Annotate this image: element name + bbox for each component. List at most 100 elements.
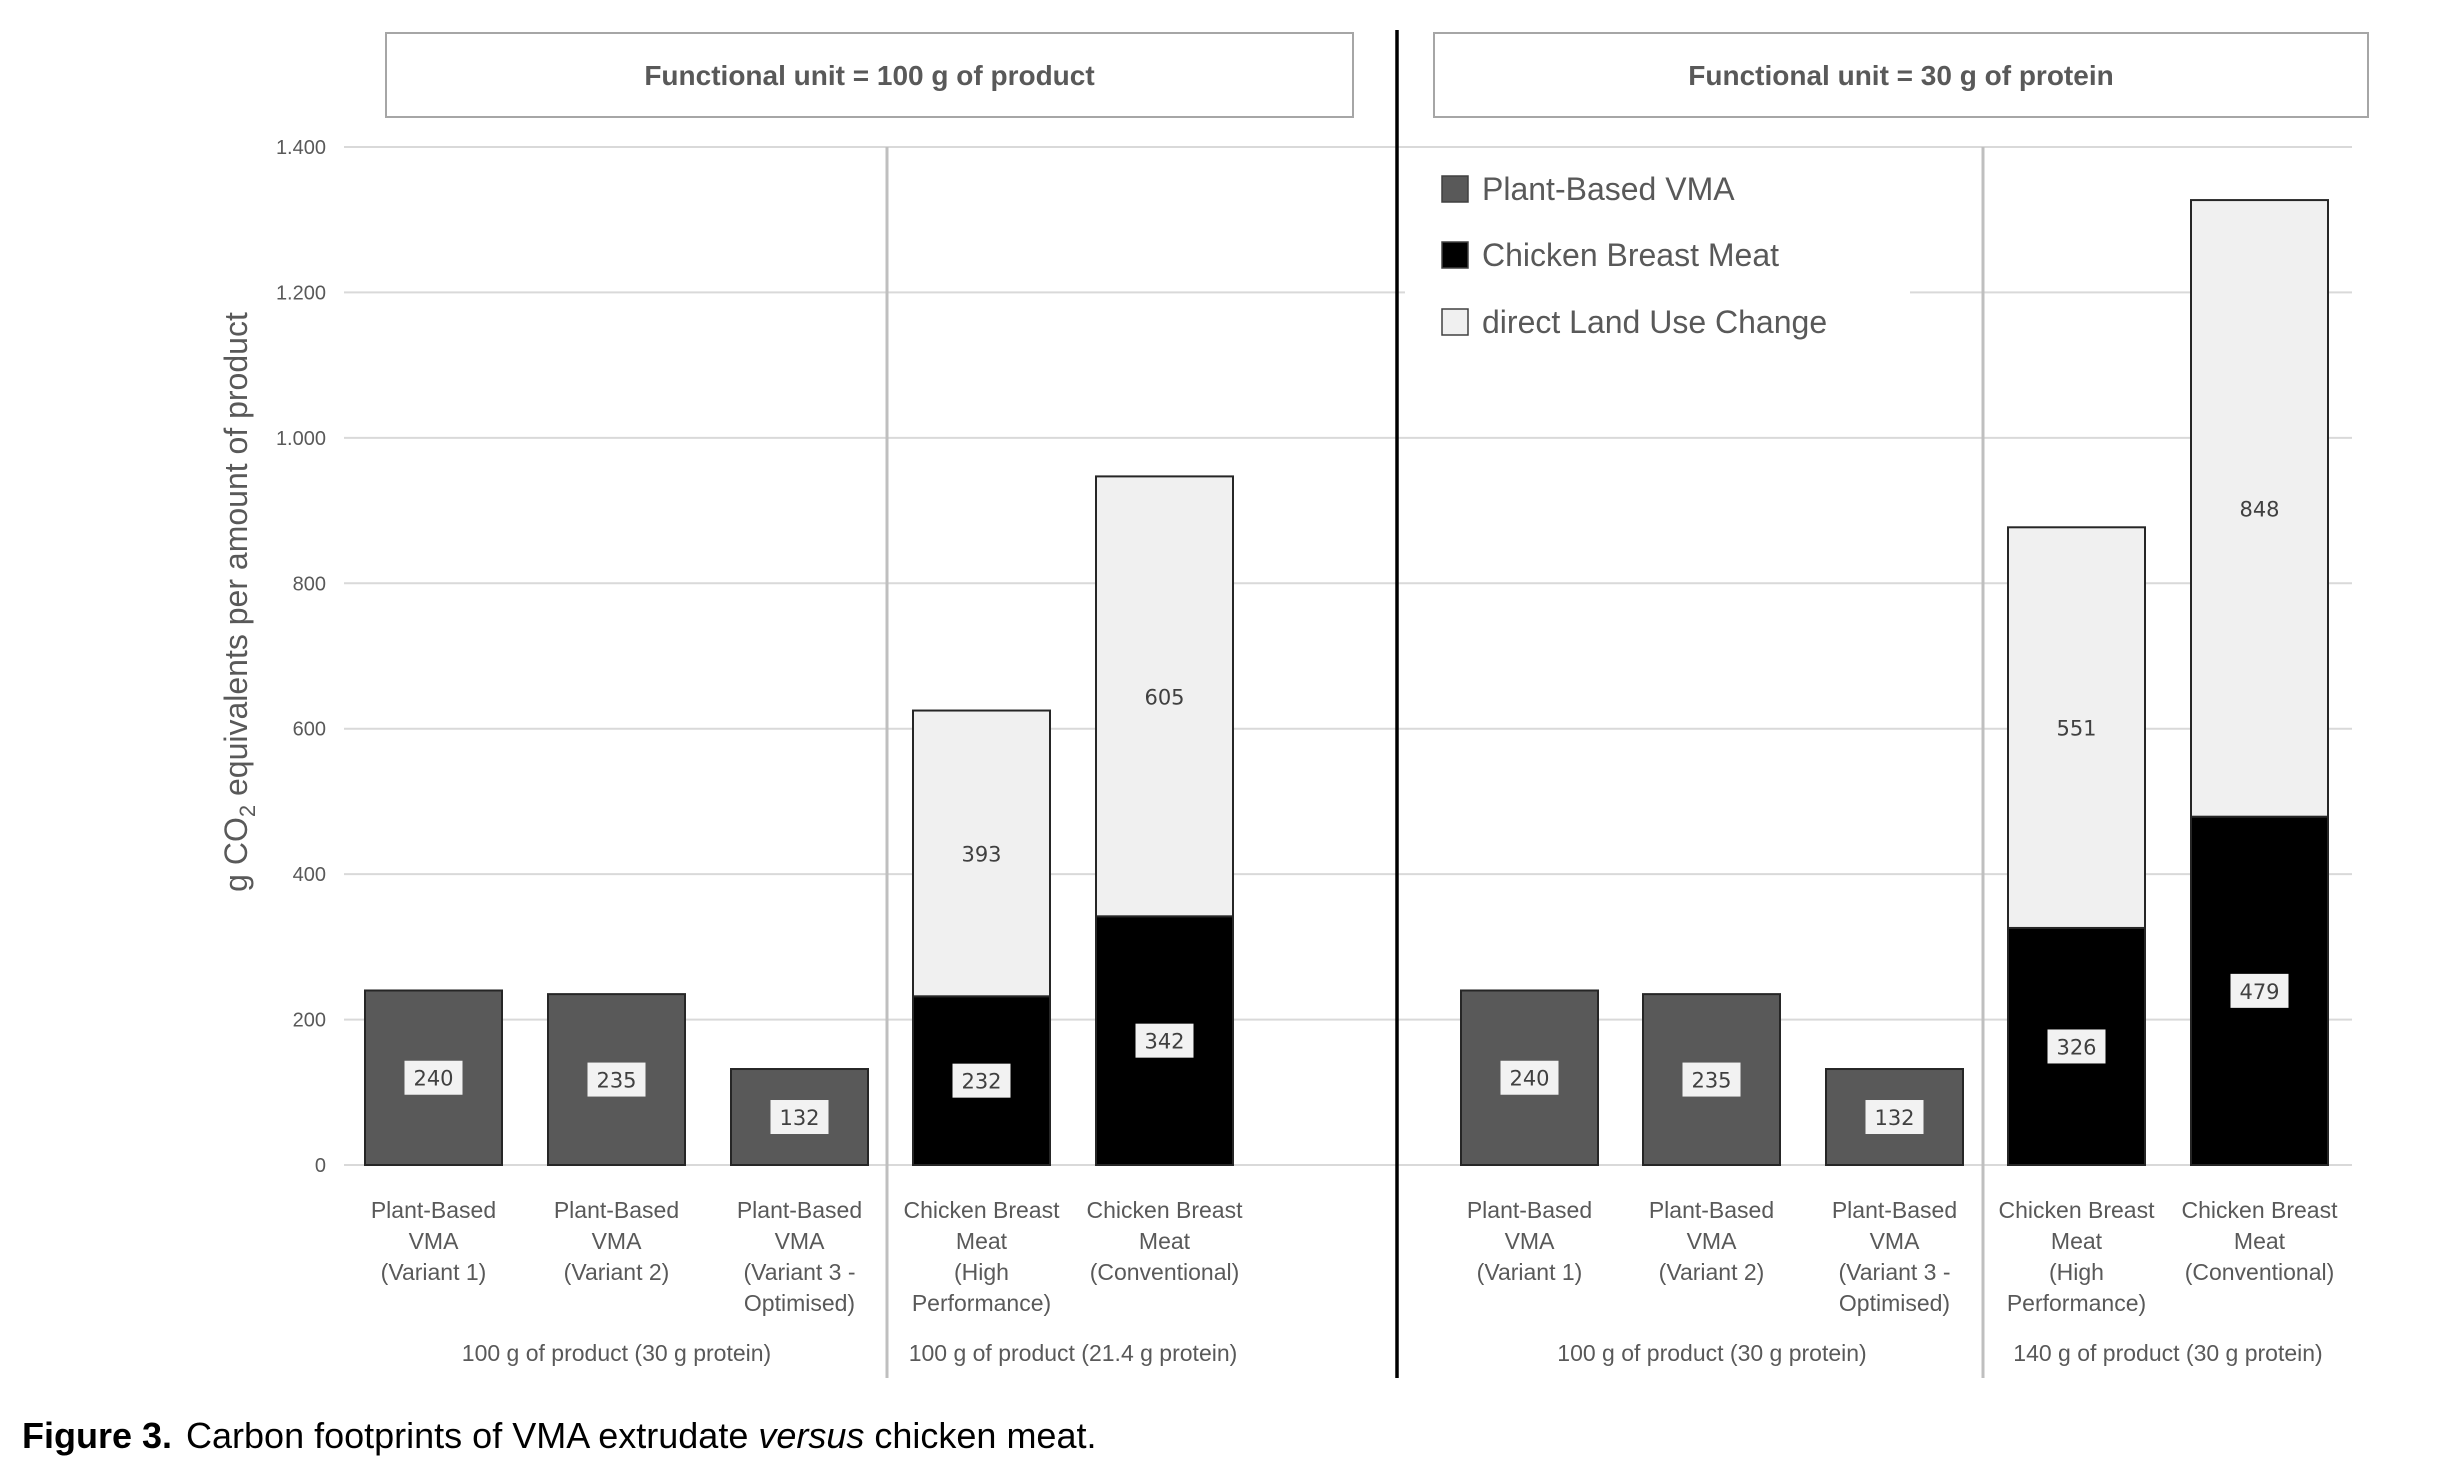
bar-stack: 479 848: [2190, 199, 2329, 1166]
bar-segment-dluc: [2190, 199, 2329, 818]
category-label-line: Plant-Based: [371, 1197, 496, 1223]
bar-stack: 132: [1825, 1068, 1964, 1166]
category-label-line: (High: [2049, 1259, 2104, 1285]
category-label-line: Plant-Based: [1467, 1197, 1592, 1223]
category-label-line: (Variant 1): [381, 1259, 487, 1285]
data-label: 479: [2239, 980, 2279, 1004]
legend-label: Chicken Breast Meat: [1482, 237, 1779, 273]
bar-stack: 240: [364, 989, 503, 1166]
category-label-line: VMA: [409, 1228, 460, 1254]
y-axis-ticks: 0 200 400 600 800 1.000 1.200 1.400: [276, 137, 326, 1177]
category-label-line: VMA: [592, 1228, 643, 1254]
y-tick-label: 800: [293, 573, 326, 595]
data-label: 342: [1144, 1030, 1184, 1054]
y-axis-title-pre: g CO: [218, 817, 254, 892]
data-label-box: [2047, 1029, 2106, 1064]
bar-segment-dluc: [1095, 475, 1234, 918]
figure-number: Figure 3.: [22, 1415, 173, 1456]
legend-swatch-chicken: [1441, 241, 1469, 269]
data-label: 232: [961, 1070, 1001, 1094]
caption-text-italic: versus: [758, 1415, 865, 1456]
data-label: 132: [779, 1106, 819, 1130]
category-labels: Plant-Based VMA (Variant 1) Plant-Based VMA (…: [371, 1197, 2338, 1366]
category-label-line: (Conventional): [1090, 1259, 1240, 1285]
category-label-line: VMA: [775, 1228, 826, 1254]
bars: 240 235 132 232 393 342 605 240 235 132 326 551 479 8…: [364, 199, 2329, 1166]
y-axis-title-post: equivalents per amount of product: [218, 312, 254, 805]
category-label-line: (Variant 3 -: [743, 1259, 855, 1285]
group-label: 140 g of product (30 g protein): [2013, 1340, 2322, 1366]
legend-swatch-vma: [1441, 175, 1469, 203]
bar-stack: 240: [1460, 989, 1599, 1166]
category-label-line: Meat: [2051, 1228, 2103, 1254]
y-axis-title: g CO2 equivalents per amount of product: [218, 312, 260, 892]
data-label-box: [1500, 1060, 1559, 1095]
data-label: 132: [1874, 1106, 1914, 1130]
category-label-line: Meat: [956, 1228, 1008, 1254]
category-label-line: VMA: [1687, 1228, 1738, 1254]
data-label: 240: [413, 1067, 453, 1091]
legend-item: direct Land Use Change: [1441, 304, 1827, 340]
category-label-line: Chicken Breast: [2182, 1197, 2339, 1223]
category-label-line: Optimised): [744, 1290, 855, 1316]
data-label-box: [404, 1060, 463, 1095]
category-label-line: Chicken Breast: [1087, 1197, 1244, 1223]
bar-segment-dluc: [2007, 526, 2146, 929]
data-label: 848: [2239, 497, 2279, 521]
group-label: 100 g of product (21.4 g protein): [909, 1340, 1238, 1366]
data-label: 240: [1509, 1067, 1549, 1091]
data-label-box: [1135, 1023, 1194, 1058]
bar-stack: 342 605: [1095, 475, 1234, 1166]
category-label-line: Performance): [912, 1290, 1051, 1316]
category-label-line: (Variant 2): [1659, 1259, 1765, 1285]
figure-caption: Figure 3. Carbon footprints of VMA extrud…: [22, 1415, 1096, 1457]
data-label-box: [1682, 1062, 1741, 1097]
group-label: 100 g of product (30 g protein): [462, 1340, 771, 1366]
data-label: 326: [2056, 1035, 2096, 1059]
category-label-line: VMA: [1505, 1228, 1556, 1254]
bar-stack: 235: [1642, 993, 1781, 1166]
category-label-line: Plant-Based: [737, 1197, 862, 1223]
legend: Plant-Based VMA Chicken Breast Meat direct…: [1405, 158, 1910, 348]
dividers: [885, 30, 1985, 1378]
y-tick-label: 1.400: [276, 137, 326, 159]
bar-segment-dluc: [912, 709, 1051, 998]
category-label-line: Plant-Based: [1832, 1197, 1957, 1223]
bar-stack: 235: [547, 993, 686, 1166]
bar-stack: 232 393: [912, 709, 1051, 1166]
y-tick-label: 400: [293, 864, 326, 886]
category-label-line: (Conventional): [2185, 1259, 2335, 1285]
legend-item: Plant-Based VMA: [1441, 171, 1735, 207]
panel-title: Functional unit = 30 g of protein: [1688, 60, 2113, 91]
data-label-box: [770, 1100, 829, 1135]
bar-stack: 326 551: [2007, 526, 2146, 1166]
caption-text-after: chicken meat.: [864, 1415, 1097, 1456]
data-label-box: [1865, 1100, 1924, 1135]
data-label-box: [2230, 973, 2289, 1008]
category-label-line: Meat: [2234, 1228, 2286, 1254]
data-label: 235: [596, 1069, 636, 1093]
panel-headers: Functional unit = 100 g of product Functi…: [385, 32, 2369, 118]
category-label-line: Plant-Based: [554, 1197, 679, 1223]
category-label-line: VMA: [1870, 1228, 1921, 1254]
category-label-line: (Variant 1): [1477, 1259, 1583, 1285]
legend-label: Plant-Based VMA: [1482, 171, 1735, 207]
caption-text-before: Carbon footprints of VMA extrudate: [186, 1415, 759, 1456]
y-tick-label: 0: [315, 1155, 326, 1177]
category-label-line: (Variant 3 -: [1838, 1259, 1950, 1285]
data-label: 551: [2056, 717, 2096, 741]
category-label-line: Meat: [1139, 1228, 1191, 1254]
panel-header-box: [1433, 32, 2369, 118]
y-tick-label: 1.000: [276, 428, 326, 450]
category-label-line: Chicken Breast: [1999, 1197, 2156, 1223]
data-label: 393: [961, 842, 1001, 866]
data-label: 605: [1144, 685, 1184, 709]
y-tick-label: 600: [293, 719, 326, 741]
legend-background: [1405, 158, 1910, 348]
group-label: 100 g of product (30 g protein): [1557, 1340, 1866, 1366]
legend-label: direct Land Use Change: [1482, 304, 1827, 340]
y-tick-label: 1.200: [276, 282, 326, 304]
data-label-box: [587, 1062, 646, 1097]
legend-swatch-dluc: [1441, 308, 1469, 336]
category-label-line: (High: [954, 1259, 1009, 1285]
